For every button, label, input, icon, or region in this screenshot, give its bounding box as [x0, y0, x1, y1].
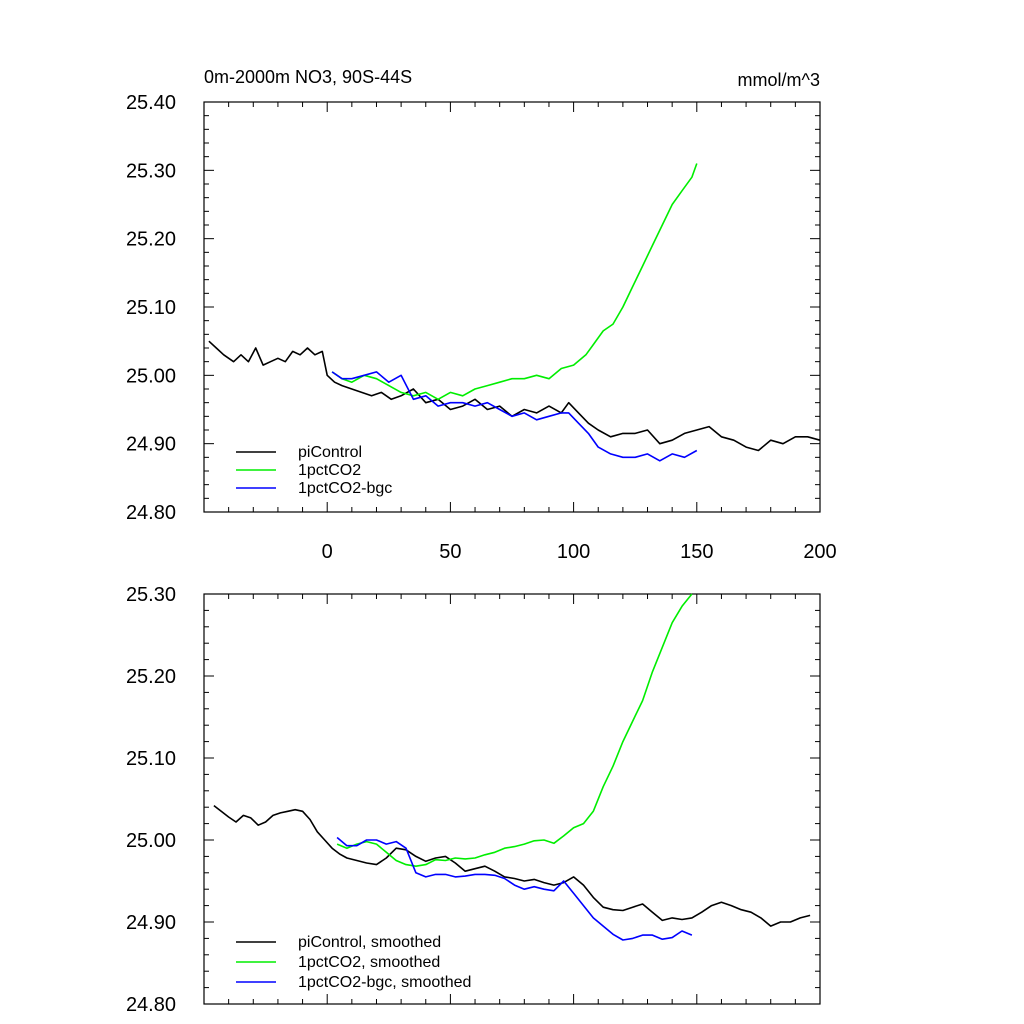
legend-label: piControl, smoothed: [298, 934, 441, 951]
y-tick-label: 24.90: [126, 434, 176, 456]
bottom-plot-frame: [203, 593, 821, 1005]
top-plot-frame: [203, 101, 821, 513]
legend-label: 1pctCO2: [298, 462, 361, 479]
x-tick-label: 50: [439, 541, 461, 563]
legend-label: 1pctCO2-bgc: [298, 480, 392, 497]
y-tick-label: 25.40: [126, 92, 176, 114]
y-tick-label: 24.80: [126, 994, 176, 1016]
x-tick-label: 100: [557, 541, 590, 563]
tick-labels: 25.40 25.30 25.20 25.10 25.00 24.90 24.80 0 50 10…: [126, 92, 837, 1016]
y-tick-label: 25.20: [126, 666, 176, 688]
y-tick-label: 24.80: [126, 502, 176, 524]
x-tick-label: 0: [322, 541, 333, 563]
y-tick-label: 25.20: [126, 229, 176, 251]
x-tick-label: 150: [680, 541, 713, 563]
y-tick-label: 25.00: [126, 365, 176, 387]
series-line: [331, 371, 698, 462]
y-tick-label: 25.10: [126, 748, 176, 770]
series-line: [213, 804, 811, 927]
series-line: [208, 340, 821, 452]
y-tick-label: 25.30: [126, 160, 176, 182]
y-tick-label: 25.00: [126, 830, 176, 852]
y-tick-label: 25.10: [126, 297, 176, 319]
x-tick-label: 200: [803, 541, 836, 563]
series-line: [336, 593, 693, 868]
units-label: mmol/m^3: [738, 70, 820, 90]
series-line: [331, 163, 698, 401]
axis-ticks: [203, 101, 821, 1005]
y-tick-label: 25.30: [126, 584, 176, 606]
series-lines: [208, 163, 821, 941]
legend-label: 1pctCO2, smoothed: [298, 954, 440, 971]
y-tick-label: 24.90: [126, 912, 176, 934]
legend-label: piControl: [298, 444, 362, 461]
series-line: [336, 836, 693, 941]
chart-title: 0m-2000m NO3, 90S-44S: [204, 67, 412, 87]
legend-label: 1pctCO2-bgc, smoothed: [298, 974, 471, 991]
